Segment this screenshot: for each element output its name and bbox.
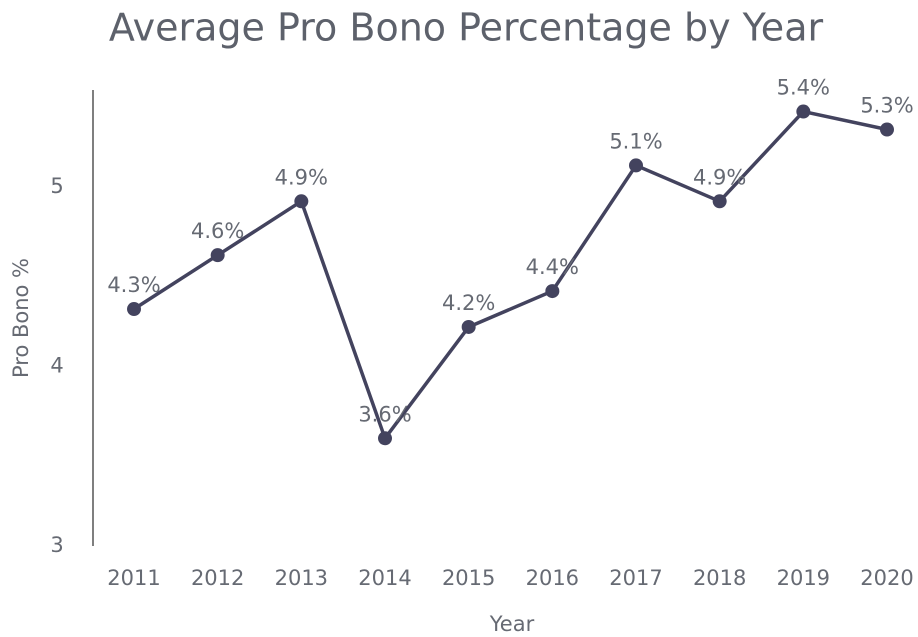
x-tick-label: 2011 [107, 566, 160, 590]
point [210, 248, 225, 263]
point [880, 122, 894, 137]
x-tick-label: 2019 [777, 566, 830, 590]
x-tick-label: 2018 [693, 566, 746, 590]
chart-title: Average Pro Bono Percentage by Year [109, 6, 824, 50]
x-tick-label: 2015 [442, 566, 495, 590]
point [461, 319, 476, 334]
point [545, 284, 560, 299]
y-tick-label: 5 [50, 174, 63, 198]
line [133, 109, 888, 442]
x-tick-label: 2016 [526, 566, 579, 590]
x-tick-label: 2012 [191, 566, 244, 590]
y-tick-label: 4 [50, 353, 63, 377]
x-axis-label: Year [489, 612, 535, 636]
y-tick-label: 3 [50, 533, 63, 557]
data-label: 4.2% [442, 291, 495, 315]
data-label: 4.4% [526, 255, 579, 279]
data-label: 4.9% [275, 165, 328, 189]
point [294, 194, 309, 209]
data-label: 5.4% [777, 76, 830, 100]
x-tick-label: 2017 [609, 566, 662, 590]
data-label: 5.1% [609, 129, 662, 153]
point [712, 194, 727, 209]
y-axis-label: Pro Bono % [9, 258, 33, 378]
x-tick-label: 2013 [275, 566, 328, 590]
data-label: 4.3% [107, 273, 160, 297]
point [629, 158, 643, 173]
point [127, 302, 141, 317]
point [378, 431, 392, 446]
data-label: 3.6% [358, 402, 411, 426]
data-label: 4.6% [191, 219, 244, 243]
data-label: 4.9% [693, 165, 746, 189]
x-tick-label: 2020 [860, 566, 913, 590]
point [796, 104, 811, 119]
data-label: 5.3% [860, 93, 913, 117]
x-tick-label: 2014 [358, 566, 411, 590]
